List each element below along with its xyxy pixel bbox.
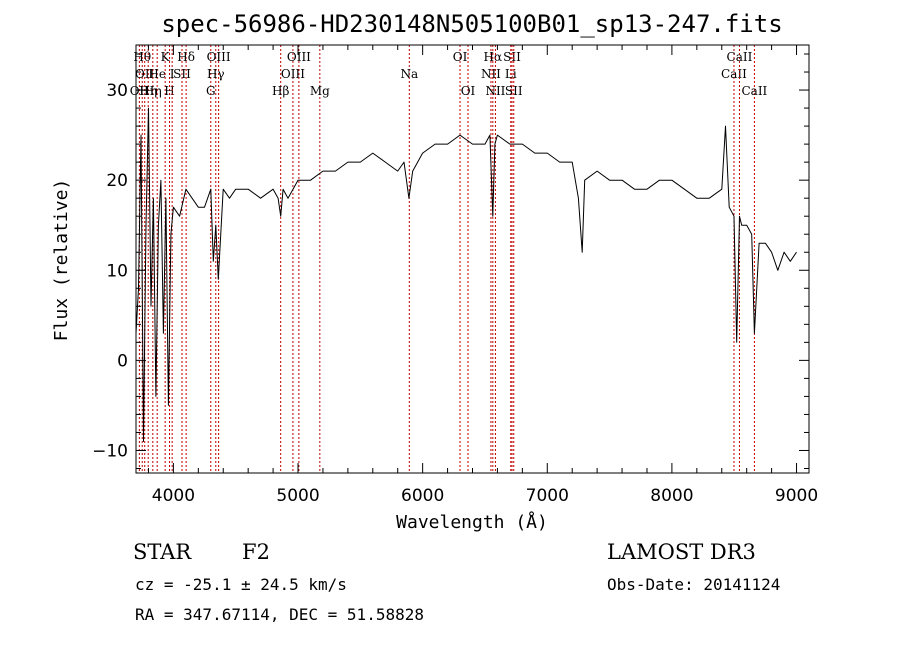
line-label: CaII [727, 50, 753, 64]
line-label: OI [461, 84, 476, 98]
line-label: Hη [144, 84, 162, 98]
line-label: SII [503, 50, 521, 64]
line-label: Hδ [177, 50, 195, 64]
line-label: Hα [484, 50, 503, 64]
x-tick-label: 7000 [526, 486, 569, 506]
line-label: OI [453, 50, 468, 64]
y-axis-label: Flux (relative) [51, 179, 72, 342]
plot-frame [135, 44, 810, 474]
line-label: Hγ [207, 67, 225, 81]
x-axis-ticks: 4000 5000 6000 7000 8000 9000 [147, 45, 818, 506]
line-label: I [170, 67, 175, 81]
line-label: NII [485, 84, 505, 98]
line-label: Hθ [133, 50, 151, 64]
obs-date: Obs-Date: 20141124 [607, 575, 780, 594]
line-label: NII [481, 67, 501, 81]
x-tick-label: 8000 [650, 486, 693, 506]
y-axis-ticks: −10 0 10 20 30 [92, 53, 809, 469]
line-label: G [206, 84, 216, 98]
x-tick-label: 4000 [152, 486, 195, 506]
spectrum-series [135, 107, 797, 442]
y-tick-label: −10 [92, 441, 128, 461]
line-label: SII [505, 84, 523, 98]
line-label: Li [505, 67, 517, 81]
line-label: Mg [310, 84, 330, 98]
y-tick-label: 0 [117, 351, 128, 371]
x-tick-label: 5000 [276, 486, 319, 506]
line-label: Hβ [272, 84, 289, 98]
line-label: OII [135, 67, 155, 81]
line-label: K [161, 50, 171, 64]
chart-title: spec-56986-HD230148N505100B01_sp13-247.f… [161, 10, 782, 38]
y-tick-label: 30 [106, 81, 128, 101]
x-tick-label: 9000 [775, 486, 818, 506]
line-label: OIII [287, 50, 311, 64]
redshift-cz: cz = -25.1 ± 24.5 km/s [135, 575, 347, 594]
object-class: STAR [133, 540, 192, 564]
y-tick-label: 20 [106, 171, 128, 191]
line-label: He [148, 67, 166, 81]
line-label: OIII [281, 67, 305, 81]
line-label: CaII [721, 67, 747, 81]
emission-line-markers: OIIHθOIIHηHηHeKHISIIHδGHγOIIIHβOIIIOIIIM… [130, 45, 768, 473]
x-tick-label: 6000 [401, 486, 444, 506]
line-label: Na [400, 67, 418, 81]
line-label: CaII [741, 84, 767, 98]
survey-name: LAMOST DR3 [607, 540, 756, 564]
ra-dec: RA = 347.67114, DEC = 51.58828 [135, 605, 424, 624]
subclass: F2 [242, 540, 270, 564]
spectrum-line [135, 107, 797, 442]
y-tick-label: 10 [106, 261, 128, 281]
line-label: H [164, 84, 174, 98]
x-axis-label: Wavelength (Å) [396, 511, 548, 533]
line-label: OIII [207, 50, 231, 64]
line-label: SII [173, 67, 191, 81]
